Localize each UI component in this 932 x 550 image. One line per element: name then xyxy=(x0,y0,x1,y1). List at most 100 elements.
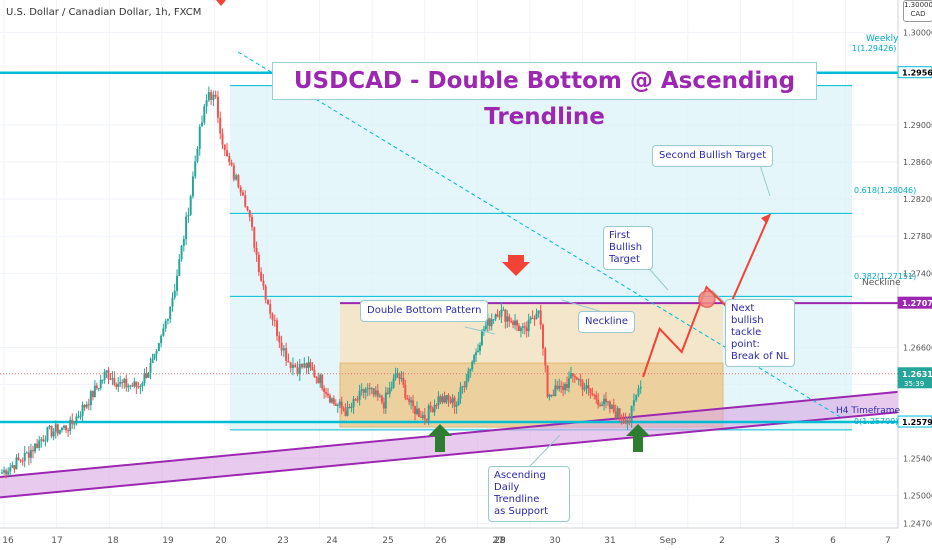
candle-body xyxy=(461,386,464,388)
candle-body xyxy=(510,321,513,323)
projection-path xyxy=(642,213,771,378)
candle-body xyxy=(346,407,349,416)
candle-body xyxy=(492,319,495,321)
time-tick-label: 17 xyxy=(51,536,62,546)
candle-body xyxy=(368,387,371,389)
currency-badge[interactable]: 1.30000 CAD xyxy=(903,0,932,22)
time-tick-label: 19 xyxy=(162,536,174,546)
candle-body xyxy=(392,378,395,388)
candle-body xyxy=(203,106,206,123)
candle-body xyxy=(101,379,104,381)
candle-body xyxy=(291,364,294,368)
time-tick-label: 20 xyxy=(215,536,227,546)
time-tick-label: 25 xyxy=(382,536,393,546)
candle-body xyxy=(390,387,393,389)
candle-body xyxy=(340,401,343,408)
candle-body xyxy=(205,100,208,107)
candle-body xyxy=(169,306,172,320)
candle-body xyxy=(482,329,485,332)
candle-body xyxy=(382,402,385,409)
candle-body xyxy=(164,320,167,329)
price-tag-label: 1.26315 xyxy=(902,370,932,379)
candle-body xyxy=(157,343,160,352)
candle-body xyxy=(480,331,483,346)
candle-body xyxy=(191,176,194,197)
candle-body xyxy=(166,319,169,321)
candle-body xyxy=(25,452,28,454)
candle-body xyxy=(189,196,192,215)
candle-body xyxy=(214,94,217,97)
callout-leader xyxy=(464,326,496,335)
candle-body xyxy=(639,386,642,389)
candle-body xyxy=(255,247,258,255)
candle-body xyxy=(577,379,580,381)
candle-body xyxy=(171,297,174,307)
candle-body xyxy=(151,358,154,364)
candle-body xyxy=(226,150,229,157)
candle-body xyxy=(529,317,532,320)
price-tick-label: 1.27400 xyxy=(903,269,932,278)
candle-body xyxy=(508,316,511,322)
candle-body xyxy=(471,361,474,370)
price-tick-label: 1.29000 xyxy=(903,121,932,130)
candle-body xyxy=(435,405,438,407)
candle-body xyxy=(342,407,345,411)
candle-body xyxy=(58,430,61,434)
candle-body xyxy=(52,431,55,437)
candle-body xyxy=(285,348,288,361)
candle-body xyxy=(457,398,460,405)
candle-body xyxy=(135,381,138,387)
price-tick-label: 1.27800 xyxy=(903,232,932,241)
price-tag-label: 1.29565 xyxy=(902,69,932,78)
red-down-arrow xyxy=(502,255,530,276)
candle-body xyxy=(264,286,267,300)
candle-body xyxy=(31,450,34,452)
green-up-arrow xyxy=(428,424,452,452)
candle-body xyxy=(313,370,316,377)
candle-body xyxy=(9,467,12,472)
candle-body xyxy=(506,316,509,322)
candle-body xyxy=(5,470,8,475)
candle-body xyxy=(494,314,497,320)
time-tick-label: 7 xyxy=(885,536,891,546)
candle-body xyxy=(504,309,507,322)
candle-body xyxy=(402,377,405,385)
candle-body xyxy=(139,386,142,388)
annotation-neckline: Neckline xyxy=(578,311,635,333)
candle-body xyxy=(87,404,90,406)
candle-body xyxy=(384,392,387,409)
candle-body xyxy=(85,404,88,408)
candle-body xyxy=(260,272,263,281)
price-tick-label: 1.25400 xyxy=(903,455,932,464)
candle-body xyxy=(394,373,397,379)
time-tick-label: 29 xyxy=(494,536,506,546)
time-tick-label: 27 xyxy=(492,536,503,546)
candle-body xyxy=(27,452,30,458)
candle-body xyxy=(599,405,602,407)
candle-body xyxy=(232,165,235,180)
candle-body xyxy=(153,353,156,359)
price-tick-label: 1.24700 xyxy=(903,519,932,528)
projection-arrowhead xyxy=(761,213,770,224)
top-red-marker xyxy=(216,0,226,6)
candle-body xyxy=(632,400,635,406)
candle-body xyxy=(137,386,140,388)
candle-body xyxy=(244,195,247,207)
candle-body xyxy=(311,367,314,371)
candle-body xyxy=(585,385,588,389)
chart-zones xyxy=(0,85,898,498)
candle-body xyxy=(160,335,163,344)
candle-body xyxy=(330,398,333,403)
candle-body xyxy=(575,377,578,380)
candle-body xyxy=(486,318,489,326)
candle-body xyxy=(133,381,136,387)
candle-body xyxy=(427,405,430,421)
candle-body xyxy=(523,326,526,328)
candle-body xyxy=(527,319,530,332)
candle-body xyxy=(352,399,355,408)
annotation-double-bottom: Double Bottom Pattern xyxy=(360,300,489,322)
trendline-lower xyxy=(0,411,899,499)
time-tick-label: 6 xyxy=(830,536,836,546)
